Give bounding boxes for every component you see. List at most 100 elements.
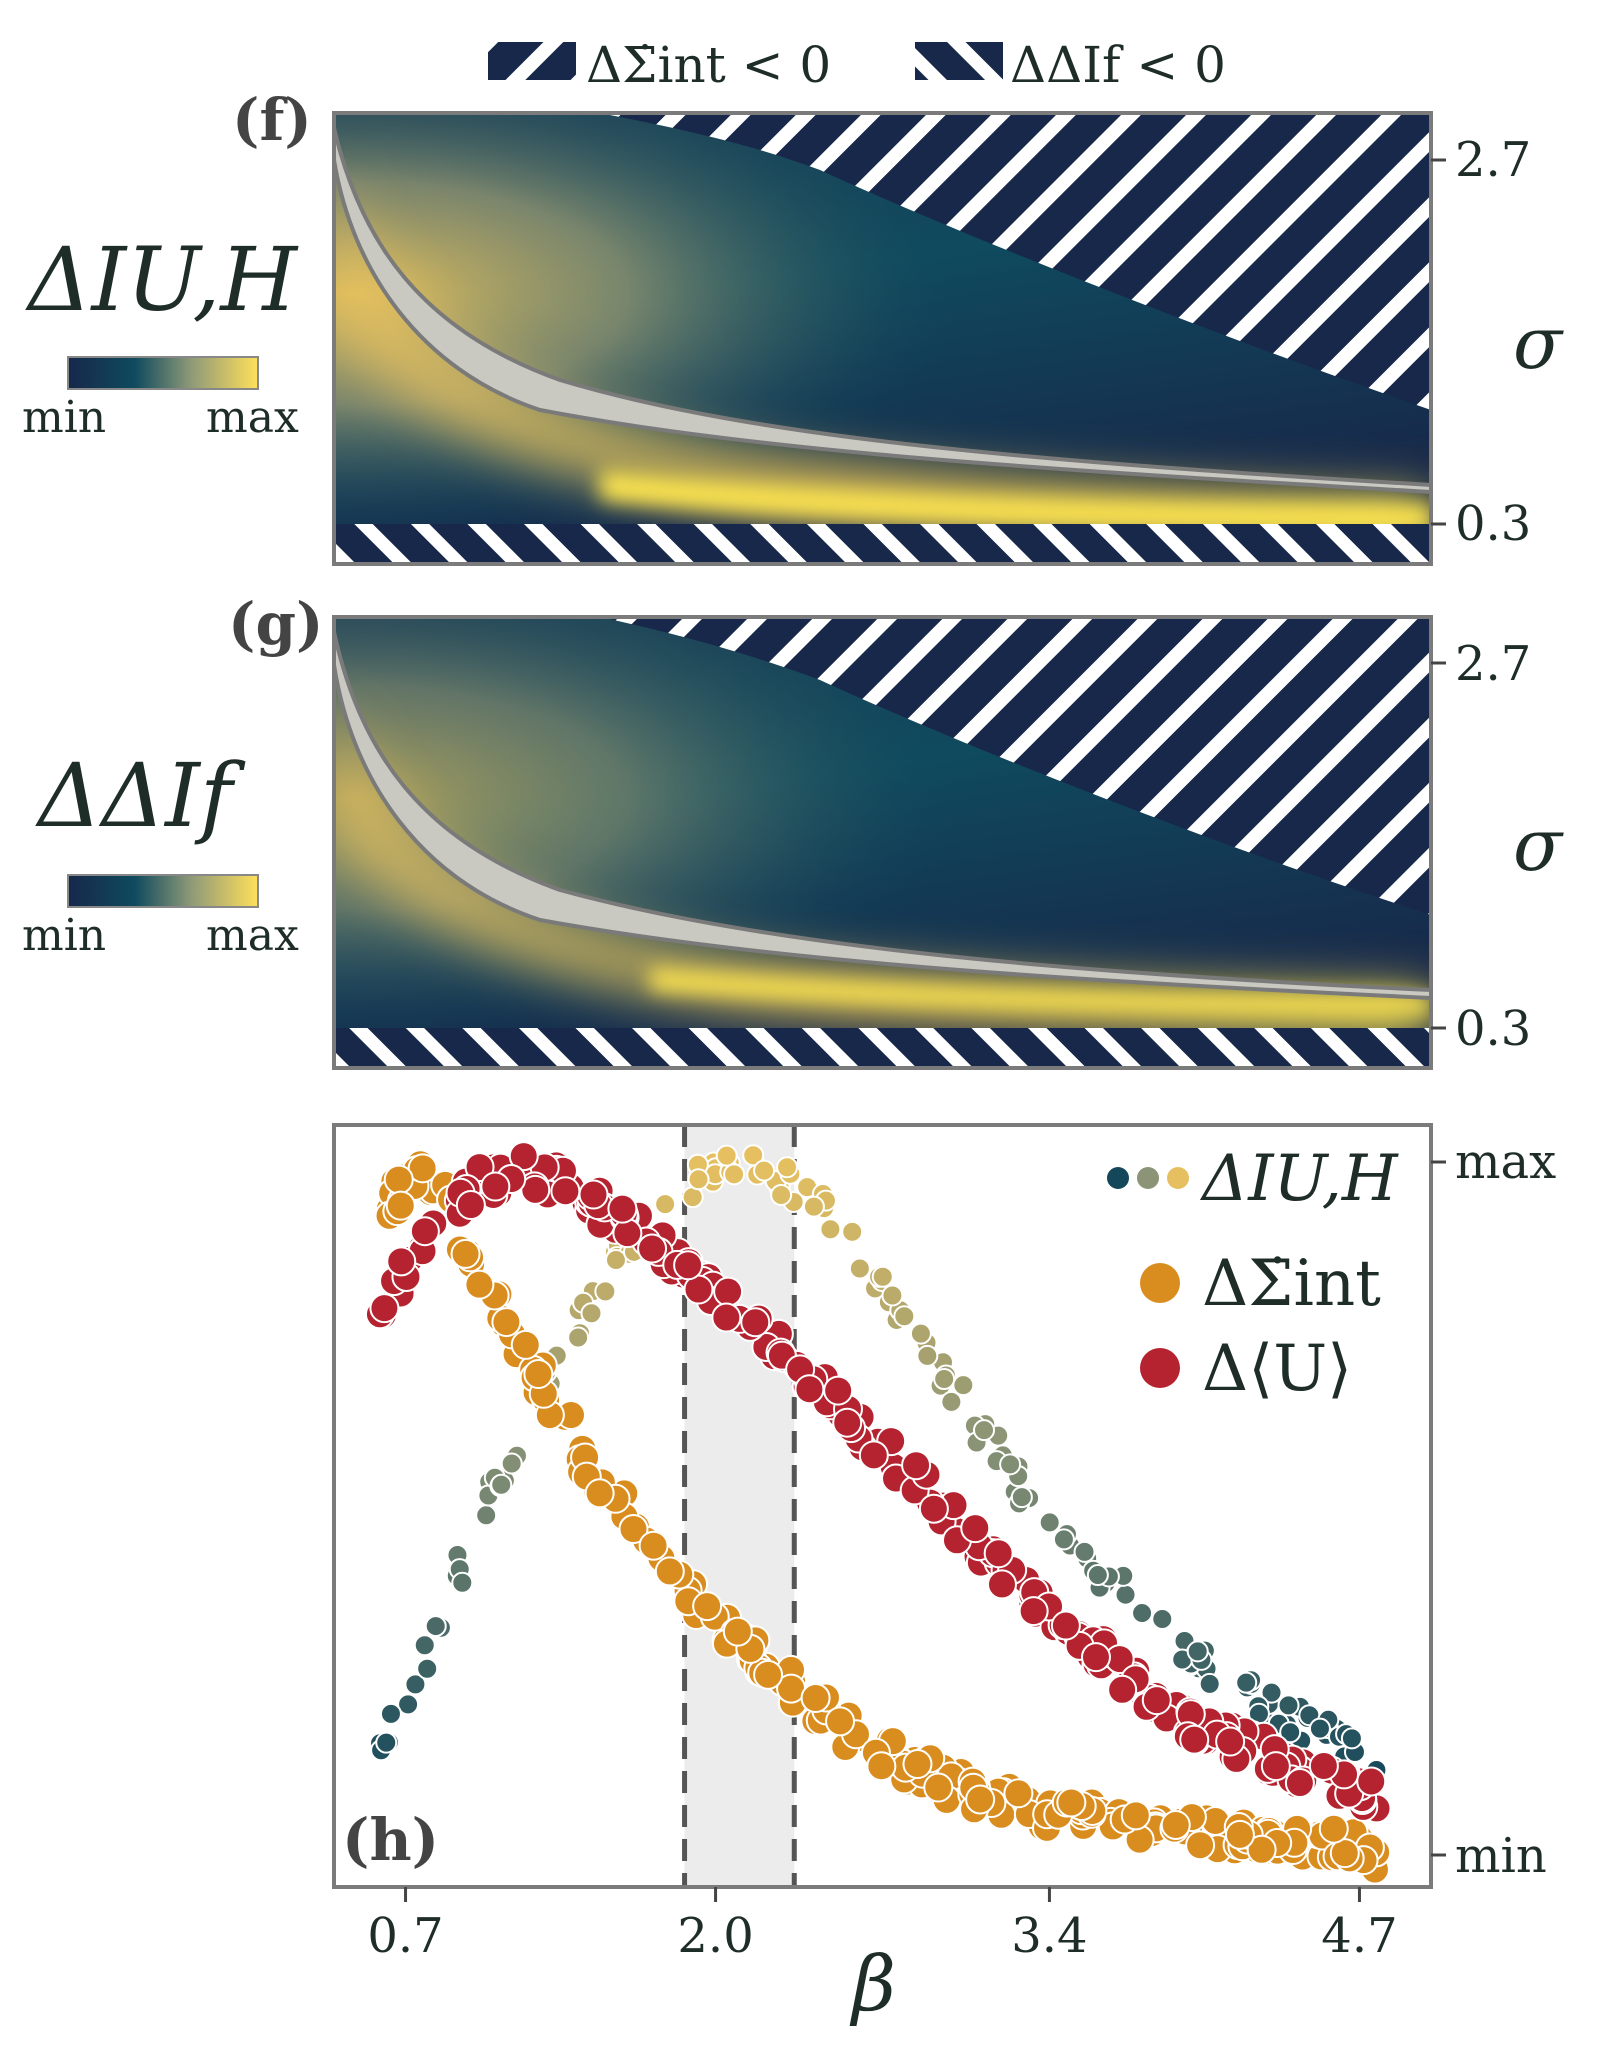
scatter-point-diuh	[776, 1156, 799, 1179]
scatter-point-du	[794, 1374, 825, 1405]
panel-g: (g) ΔΔIf min max 2.7 0.3 σ	[22, 590, 1564, 1070]
ytick-g-bottom: 0.3	[1455, 1001, 1531, 1057]
scatter-point-diuh	[413, 1634, 436, 1657]
scatter-point-dsigma	[1160, 1809, 1191, 1840]
colorbar-f	[67, 356, 259, 390]
colorbar-title-g: ΔΔIf	[35, 744, 246, 847]
scatter-point-diuh	[973, 1419, 996, 1442]
scatter-point-diuh	[687, 1168, 710, 1191]
scatter-point-du	[711, 1302, 742, 1333]
scatter-point-diuh	[1186, 1640, 1209, 1663]
scatter-point-dsigma	[753, 1659, 784, 1690]
scatter-point-diuh	[424, 1615, 447, 1638]
scatter-point-du	[1141, 1685, 1172, 1716]
scatter-point-diuh	[654, 1193, 677, 1216]
legend-label-sigma: ΔΣ̇int < 0	[586, 36, 831, 94]
scatter-point-dsigma	[825, 1706, 856, 1737]
scatter-point-diuh	[871, 1265, 894, 1288]
scatter-point-dsigma	[638, 1530, 669, 1561]
scatter-point-diuh	[723, 1163, 746, 1186]
bottom-hatch-g	[334, 1028, 1431, 1068]
scatter-point-diuh	[580, 1302, 603, 1325]
scatter-point-du	[823, 1375, 854, 1406]
scatter-point-du	[480, 1171, 511, 1202]
scatter-point-dsigma	[491, 1307, 522, 1338]
scatter-point-dsigma	[1246, 1834, 1277, 1865]
legend-marker-diuh-1	[1107, 1167, 1129, 1189]
scatter-point-dsigma	[464, 1269, 495, 1300]
scatter-point-diuh	[742, 1144, 765, 1167]
scatter-point-du	[1050, 1610, 1081, 1641]
ytick-h-max: max	[1455, 1134, 1556, 1190]
scatter-point-dsigma	[923, 1772, 954, 1803]
bottom-hatch-f	[334, 524, 1431, 564]
scatter-point-diuh	[881, 1284, 904, 1307]
scatter-point-diuh	[909, 1322, 932, 1345]
scatter-point-dsigma	[654, 1556, 685, 1587]
scatter-point-dsigma	[385, 1190, 416, 1221]
legend-marker-diuh-3	[1167, 1167, 1189, 1189]
scatter-point-du	[637, 1233, 668, 1264]
scatter-point-diuh	[1260, 1681, 1283, 1704]
panel-h: 0.7 2.0 3.4 4.7 max min β (h) ΔIU,H ΔΣ̇int …	[332, 1123, 1556, 2028]
ylabel-g: σ	[1513, 803, 1564, 887]
ytick-f-top: 2.7	[1455, 132, 1531, 188]
scatter-point-dsigma	[965, 1784, 996, 1815]
scatter-point-du	[713, 1276, 744, 1307]
ytick-g-top: 2.7	[1455, 636, 1531, 692]
scatter-point-du	[901, 1450, 932, 1481]
scatter-point-du	[578, 1179, 609, 1210]
scatter-point-diuh	[1086, 1564, 1109, 1587]
scatter-point-diuh	[952, 1374, 975, 1397]
scatter-point-diuh	[841, 1220, 864, 1243]
colorbar-g	[67, 874, 259, 908]
scatter-point-diuh	[819, 1218, 842, 1241]
scatter-point-diuh	[1277, 1694, 1300, 1717]
scatter-point-du	[1356, 1766, 1387, 1797]
top-legend: ΔΣ̇int < 0 ΔΔIf < 0	[488, 36, 1226, 94]
scatter-point-diuh	[893, 1305, 916, 1328]
legend-label-dsigma: ΔΣ̇int	[1202, 1247, 1381, 1321]
scatter-point-diuh	[567, 1326, 590, 1349]
scatter-point-du	[508, 1141, 539, 1172]
scatter-point-diuh	[933, 1368, 956, 1391]
scatter-point-du	[832, 1407, 863, 1438]
panel-label-f: (f)	[232, 86, 312, 154]
upper-hatch-f	[600, 113, 1431, 410]
xtick-label: 2.0	[677, 1908, 753, 1964]
scatter-point-diuh	[1038, 1511, 1061, 1534]
scatter-point-diuh	[375, 1731, 398, 1754]
scatter-point-diuh	[753, 1159, 776, 1182]
scatter-points	[364, 1141, 1392, 1885]
axes-frame-f	[332, 111, 1433, 566]
legend-label-diuh: ΔIU,H	[1199, 1142, 1399, 1216]
scatter-point-du	[1215, 1726, 1246, 1757]
scatter-point-du	[986, 1569, 1017, 1600]
axes-frame-g	[332, 615, 1433, 1070]
ytick-h-min: min	[1455, 1828, 1547, 1884]
scatter-point-du	[918, 1493, 949, 1524]
scatter-point-dsigma	[692, 1591, 723, 1622]
scatter-point-du	[455, 1190, 486, 1221]
legend-marker-diuh-2	[1137, 1167, 1159, 1189]
panel-f: (f) ΔIU,H min max 2.7 0.3 σ	[22, 86, 1564, 566]
scatter-point-dsigma	[618, 1514, 649, 1545]
scatter-point-diuh	[1010, 1486, 1033, 1509]
gray-band-g	[334, 631, 1431, 1001]
xtick-label: 0.7	[367, 1908, 443, 1964]
scatter-point-diuh	[500, 1452, 523, 1475]
scatter-point-du	[1080, 1642, 1111, 1673]
scatter-point-diuh	[802, 1195, 825, 1218]
scatter-point-du	[1107, 1674, 1138, 1705]
ylabel-f: σ	[1513, 301, 1564, 385]
scatter-point-dsigma	[510, 1329, 541, 1360]
scatter-point-du	[983, 1538, 1014, 1569]
scatter-point-du	[550, 1176, 581, 1207]
scatter-point-dsigma	[584, 1478, 615, 1509]
legend-marker-du	[1140, 1348, 1180, 1388]
scatter-point-du	[1179, 1724, 1210, 1755]
scatter-point-du	[673, 1250, 704, 1281]
scatter-point-dsigma	[722, 1616, 753, 1647]
scatter-point-dsigma	[866, 1751, 897, 1782]
